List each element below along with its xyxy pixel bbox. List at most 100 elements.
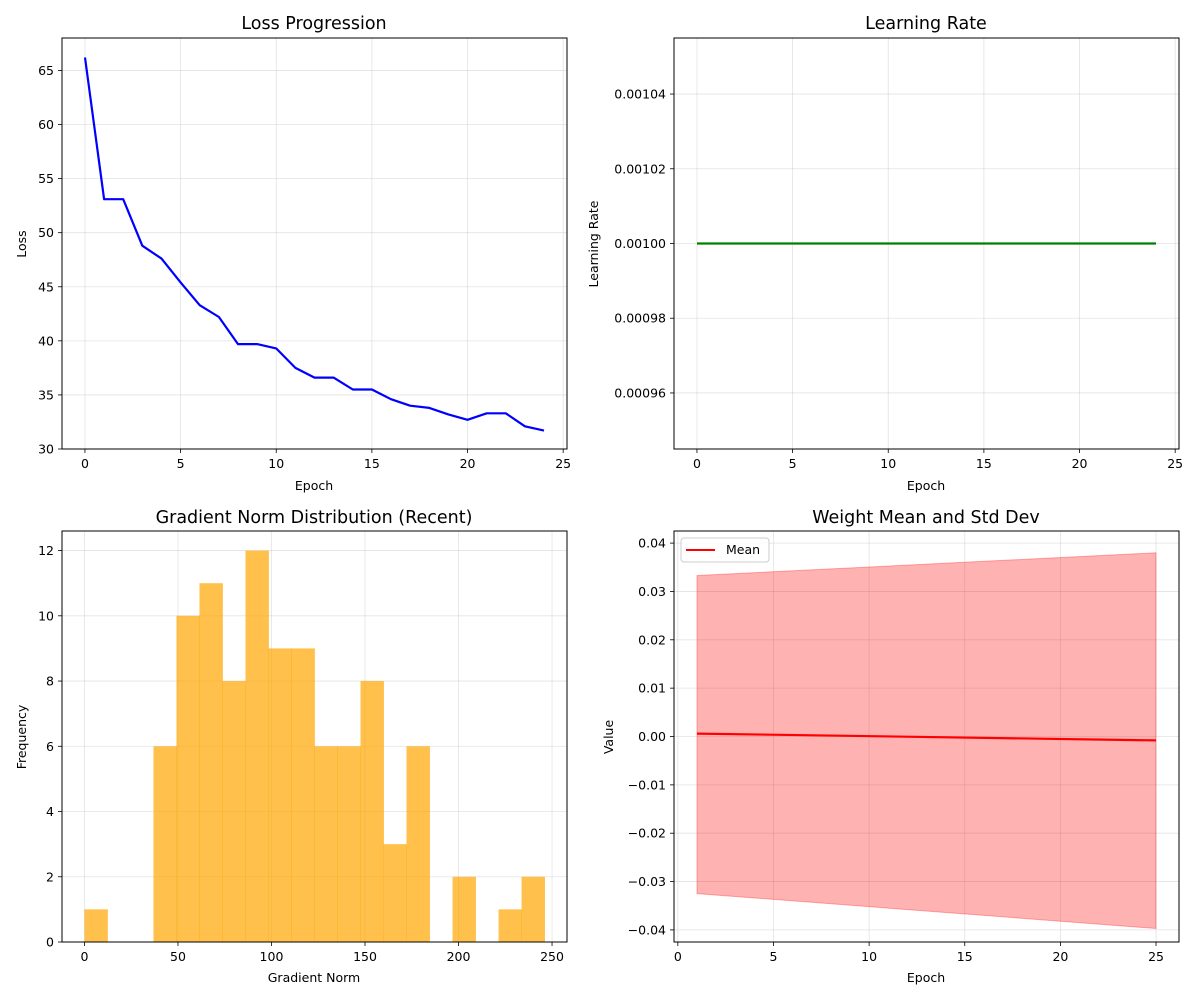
grad-x-tick-label-3: 150 xyxy=(353,949,377,964)
grad-bar-12 xyxy=(360,681,384,942)
weight-y-label: Value xyxy=(601,720,616,755)
grad-axes-frame xyxy=(61,530,568,943)
grad-bar-13 xyxy=(383,844,407,942)
grad-bar-19 xyxy=(521,876,545,942)
lr-x-ticks: 0 5 10 15 20 25 xyxy=(693,449,1183,471)
legend-mean-label: Mean xyxy=(726,542,760,557)
loss-marks xyxy=(83,57,545,432)
lr-y-tick-label-0: 0.00096 xyxy=(614,385,666,400)
grad-y-tick-label-1: 2 xyxy=(46,869,54,884)
weight-y-ticks: −0.04 −0.03 −0.02 −0.01 0.00 0.01 0.02 0.03 0.04 xyxy=(628,536,674,937)
weight-legend: Mean xyxy=(680,537,770,563)
lr-x-tick-label-4: 20 xyxy=(1072,456,1088,471)
lr-y-ticks: 0.00096 0.00098 0.00100 0.00102 0.00104 xyxy=(614,87,674,400)
grad-bar-9 xyxy=(291,648,315,942)
lr-x-tick-label-0: 0 xyxy=(693,456,701,471)
lr-y-tick-label-1: 0.00098 xyxy=(614,311,666,326)
loss-title: Loss Progression xyxy=(241,14,386,34)
weight-y-tick-label-6: 0.02 xyxy=(638,632,666,647)
grad-bar-18 xyxy=(498,909,522,942)
grad-y-tick-label-0: 0 xyxy=(46,935,54,950)
grad-y-ticks: 0 2 4 6 8 10 12 xyxy=(38,543,62,950)
loss-series-line-0 xyxy=(83,57,545,432)
grad-y-tick-label-3: 6 xyxy=(46,739,54,754)
loss-y-tick-label-0: 30 xyxy=(38,442,54,457)
weight-mean-line-0 xyxy=(696,732,1157,742)
loss-y-tick-label-6: 60 xyxy=(38,117,54,132)
weight-y-tick-label-4: 0.00 xyxy=(638,729,666,744)
grad-x-tick-label-4: 200 xyxy=(447,949,471,964)
lr-y-label: Learning Rate xyxy=(586,200,601,287)
loss-y-tick-label-1: 35 xyxy=(38,387,54,402)
grad-y-label: Frequency xyxy=(14,704,29,769)
grad-y-tick-label-4: 8 xyxy=(46,674,54,689)
weight-y-tick-label-5: 0.01 xyxy=(638,681,666,696)
loss-x-ticks: 0 5 10 15 20 25 xyxy=(81,449,571,471)
loss-y-tick-label-7: 65 xyxy=(38,63,54,78)
weight-x-tick-label-0: 0 xyxy=(674,949,682,964)
loss-x-label: Epoch xyxy=(295,478,333,493)
grad-bar-11 xyxy=(337,746,361,942)
loss-grid xyxy=(62,38,567,450)
lr-y-tick-label-3: 0.00102 xyxy=(614,161,666,176)
loss-y-tick-label-5: 55 xyxy=(38,171,54,186)
grad-x-tick-label-1: 50 xyxy=(170,949,186,964)
panel-gradient-norm: Gradient Norm Distribution (Recent) 0 50 1… xyxy=(14,508,568,985)
lr-x-tick-label-3: 15 xyxy=(976,456,992,471)
weight-y-tick-label-8: 0.04 xyxy=(638,536,666,551)
legend-box xyxy=(680,537,770,563)
weight-y-tick-label-2: −0.02 xyxy=(628,826,666,841)
loss-x-tick-label-0: 0 xyxy=(81,456,89,471)
grad-bar-14 xyxy=(406,746,430,942)
weight-x-tick-label-1: 5 xyxy=(769,949,777,964)
grad-y-tick-label-2: 4 xyxy=(46,804,54,819)
weight-std-band xyxy=(696,552,1157,930)
weight-x-tick-label-4: 20 xyxy=(1052,949,1068,964)
grad-bar-0 xyxy=(84,909,108,942)
weight-y-tick-label-0: −0.04 xyxy=(628,922,666,937)
panel-weight-stats: Weight Mean and Std Dev 0 5 10 15 20 25 −0.04… xyxy=(601,508,1180,985)
lr-x-label: Epoch xyxy=(907,478,945,493)
grad-bar-8 xyxy=(268,648,292,942)
lr-x-tick-label-2: 10 xyxy=(880,456,896,471)
panel-learning-rate: Learning Rate 0 5 10 15 20 25 0.000960.000980… xyxy=(586,14,1183,493)
weight-title: Weight Mean and Std Dev xyxy=(812,508,1040,528)
weight-x-ticks: 0 5 10 15 20 25 xyxy=(674,942,1164,964)
lr-title: Learning Rate xyxy=(865,14,987,34)
loss-x-tick-label-2: 10 xyxy=(268,456,284,471)
grad-x-tick-label-5: 250 xyxy=(540,949,564,964)
loss-y-label: Loss xyxy=(14,230,29,257)
loss-y-ticks: 30 35 40 45 50 55 60 65 xyxy=(38,63,62,457)
weight-x-label: Epoch xyxy=(907,970,945,985)
loss-x-tick-label-3: 15 xyxy=(364,456,380,471)
weight-y-tick-label-1: −0.03 xyxy=(628,874,666,889)
lr-x-tick-label-5: 25 xyxy=(1167,456,1183,471)
loss-x-tick-label-5: 25 xyxy=(555,456,571,471)
weight-y-tick-label-7: 0.03 xyxy=(638,584,666,599)
loss-y-tick-label-3: 45 xyxy=(38,279,54,294)
weight-x-tick-label-3: 15 xyxy=(957,949,973,964)
grad-y-tick-label-5: 10 xyxy=(38,608,54,623)
grad-x-tick-label-2: 100 xyxy=(260,949,284,964)
grad-x-label: Gradient Norm xyxy=(268,970,360,985)
weight-x-tick-label-5: 25 xyxy=(1148,949,1164,964)
grad-bar-6 xyxy=(222,681,246,942)
loss-y-tick-label-4: 50 xyxy=(38,225,54,240)
grad-bar-10 xyxy=(314,746,338,942)
loss-y-tick-label-2: 40 xyxy=(38,333,54,348)
grad-bar-16 xyxy=(452,876,476,942)
loss-x-tick-label-1: 5 xyxy=(177,456,185,471)
lr-y-tick-label-2: 0.00100 xyxy=(614,236,666,251)
grad-x-ticks: 0 50 100 150 200 250 xyxy=(80,942,564,964)
grad-bar-4 xyxy=(176,615,200,942)
grad-title: Gradient Norm Distribution (Recent) xyxy=(156,508,473,528)
loss-axes-frame xyxy=(61,37,568,450)
loss-x-tick-label-4: 20 xyxy=(460,456,476,471)
lr-x-tick-label-1: 5 xyxy=(789,456,797,471)
grad-x-tick-label-0: 0 xyxy=(80,949,88,964)
weight-x-tick-label-2: 10 xyxy=(861,949,877,964)
grad-bar-5 xyxy=(199,583,223,942)
weight-y-tick-label-3: −0.01 xyxy=(628,777,666,792)
lr-y-tick-label-4: 0.00104 xyxy=(614,87,666,102)
